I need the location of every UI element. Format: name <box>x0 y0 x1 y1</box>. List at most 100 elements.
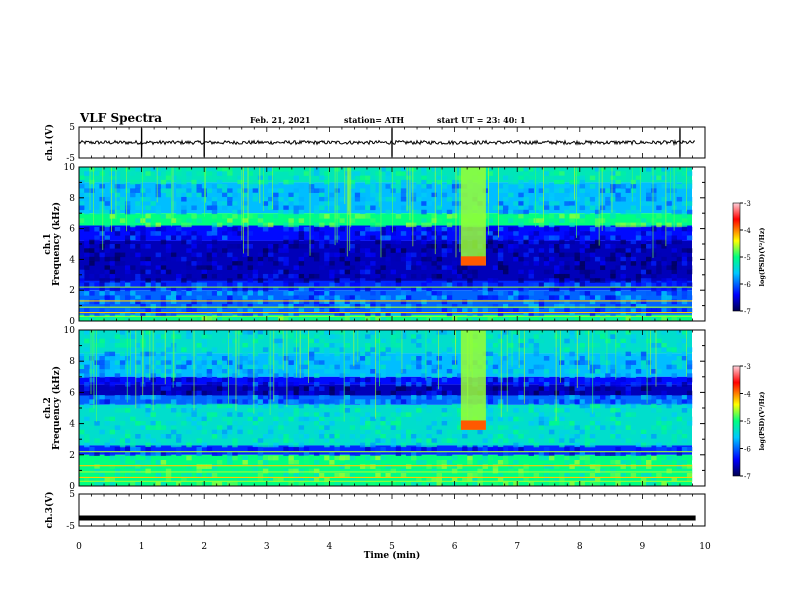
spectrogram-cell <box>564 377 570 383</box>
spectrogram-cell <box>211 167 218 172</box>
y-tick-label: 0 <box>69 482 75 492</box>
spectrogram-cell <box>497 477 504 482</box>
spectrogram-cell <box>681 403 688 409</box>
spectrogram-cell <box>426 351 432 357</box>
spectrogram-cell <box>329 303 335 309</box>
spectrogram-cell <box>630 196 637 202</box>
spectrogram-cell <box>543 282 550 288</box>
spectrogram-cell <box>594 468 601 474</box>
spectrogram-cell <box>426 256 432 262</box>
spectrogram-cell <box>359 196 366 202</box>
spectrogram-cell <box>518 442 524 448</box>
spectrogram-cell <box>165 235 172 241</box>
spectrogram-cell <box>370 222 376 228</box>
spectrogram-cell <box>400 192 407 198</box>
spectrogram-cell <box>252 184 259 189</box>
spectrogram-cell <box>242 171 248 176</box>
spectrogram-cell <box>513 201 519 206</box>
spectrogram-cell <box>416 364 422 370</box>
spectrogram-cell <box>502 188 509 193</box>
spectrogram-cell <box>538 382 545 387</box>
spectrogram-cell <box>130 252 136 258</box>
spectrogram-cell <box>308 171 315 176</box>
spectrogram-cell <box>206 364 213 370</box>
spectrogram-cell <box>462 468 468 474</box>
y-tick-label: -5 <box>66 522 75 532</box>
spectrogram-cell <box>676 356 683 361</box>
spectrogram-cell <box>293 434 299 439</box>
spectrogram-cell <box>124 308 131 313</box>
spectrogram-cell <box>354 205 361 211</box>
spectrogram-cell <box>610 386 616 391</box>
spectrogram-cell <box>554 286 560 292</box>
spectrogram-cell <box>252 196 259 202</box>
spectrogram-cell <box>681 226 688 232</box>
spectrogram-cell <box>89 377 95 383</box>
spectrogram-cell <box>334 334 340 339</box>
spectrogram-cell <box>411 377 417 383</box>
spectrogram-cell <box>252 286 259 292</box>
spectrogram-cell <box>324 434 330 439</box>
spectrogram-cell <box>681 356 688 361</box>
spectrogram-cell <box>186 390 192 396</box>
spectrogram-cell <box>605 373 611 378</box>
spectrogram-cell <box>370 477 376 482</box>
spectrogram-cell <box>114 286 121 292</box>
spectrogram-cell <box>155 265 162 270</box>
spectrogram-cell <box>211 252 218 258</box>
spectrogram-cell <box>211 451 218 456</box>
spectrogram-cell <box>79 299 85 305</box>
spectrogram-cell <box>227 330 233 335</box>
spectrogram-cell <box>610 451 616 456</box>
start-time-label: start UT = 23: 40: 1 <box>437 115 526 125</box>
spectrogram-cell <box>661 468 667 474</box>
spectrogram-cell <box>676 209 683 215</box>
spectrogram-cell <box>196 373 202 378</box>
spectrogram-cell <box>268 295 274 300</box>
spectrogram-cell <box>508 239 514 245</box>
x-tick-label: 4 <box>327 542 333 552</box>
spectrogram-cell <box>666 347 672 352</box>
spectrogram-cell <box>630 455 637 461</box>
spectrogram-cell <box>165 382 172 387</box>
spectrogram-cell <box>472 286 478 292</box>
spectrogram-cell <box>268 429 274 435</box>
spectrogram-cell <box>114 299 121 305</box>
spectrogram-cell <box>145 403 151 409</box>
spectrogram-cell <box>559 330 565 335</box>
spectrogram-cell <box>436 192 442 198</box>
spectrogram-cell <box>487 399 494 404</box>
spectrogram-cell <box>140 464 146 469</box>
spectrogram-cell <box>579 214 586 219</box>
spectrogram-cell <box>181 447 187 452</box>
spectrogram-cell <box>308 338 315 344</box>
spectrogram-cell <box>288 167 294 172</box>
spectrogram-cell <box>84 330 90 335</box>
spectrogram-cell <box>451 434 458 439</box>
emission-event <box>460 167 486 266</box>
spectrogram-cell <box>400 231 407 236</box>
spectrogram-cell <box>370 416 376 422</box>
spectrogram-cell <box>390 421 397 426</box>
spectrogram-cell <box>584 442 591 448</box>
spectrogram-cell <box>344 481 351 487</box>
spectrogram-cell <box>584 248 591 253</box>
spectrogram-cell <box>319 425 325 430</box>
spectrogram-cell <box>400 330 407 335</box>
spectrogram-cell <box>268 399 274 404</box>
spectrogram-cell <box>196 171 202 176</box>
spectrogram-cell <box>594 403 601 409</box>
spectrogram-cell <box>651 218 657 223</box>
spectrogram-cell <box>661 278 667 283</box>
spectrogram-cell <box>334 316 340 322</box>
spectrogram-cell <box>370 369 376 374</box>
spectrogram-cell <box>646 464 652 469</box>
spectrogram-cell <box>303 399 310 404</box>
spectrogram-cell <box>262 273 269 279</box>
spectrogram-cell <box>656 447 662 452</box>
spectrogram-cell <box>114 455 121 461</box>
spectrogram-cell <box>579 269 586 275</box>
spectrogram-cell <box>232 214 238 219</box>
spectrogram-cell <box>416 343 422 348</box>
spectrogram-cell <box>646 360 652 365</box>
